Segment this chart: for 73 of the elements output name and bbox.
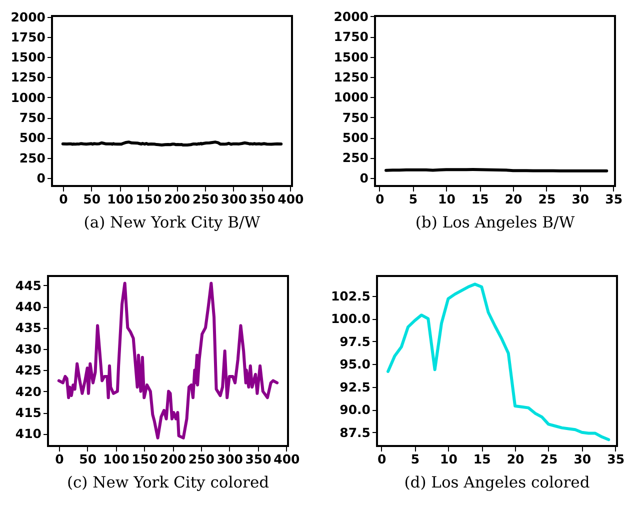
y-tick-label: 500 — [18, 130, 46, 146]
line-series — [56, 282, 278, 440]
x-tick-label: 150 — [131, 452, 158, 466]
x-tick-label: 350 — [248, 192, 276, 206]
y-tick-label: 435 — [14, 320, 41, 336]
y-tick-label: 2000 — [333, 8, 368, 24]
text: (a) New York City B/W — [83, 214, 260, 232]
x-tick-label: 100 — [102, 452, 130, 466]
x-tick-label: 20 — [504, 192, 522, 206]
x-tick-label: 300 — [216, 452, 243, 466]
y-tick-label: 440 — [14, 299, 42, 314]
x-tick-label: 10 — [437, 192, 456, 206]
y-tick-label: 100.0 — [330, 311, 371, 326]
x-tick-label: 5 — [408, 192, 418, 206]
x-tick-label: 400 — [273, 452, 300, 466]
y-tick-label: 750 — [342, 110, 368, 125]
y-tick-label: 90.0 — [340, 402, 371, 418]
y-tick-label: 1250 — [10, 70, 46, 85]
x-tick-label: 30 — [571, 192, 589, 206]
y-tick-label: 415 — [14, 405, 41, 420]
y-tick-label: 87.5 — [340, 424, 370, 440]
line-series — [386, 282, 610, 442]
y-tick-label: 0 — [36, 170, 46, 186]
x-tick-label: 25 — [540, 452, 558, 466]
x-tick-label: 0 — [377, 452, 386, 466]
y-tick-label: 1750 — [333, 29, 368, 44]
x-tick-label: 35 — [604, 192, 622, 206]
y-tick-label: 1000 — [333, 90, 368, 105]
x-tick-label: 250 — [188, 452, 214, 466]
y-tick-label: 1750 — [10, 29, 46, 44]
x-tick-label: 350 — [244, 452, 272, 466]
x-tick-label: 100 — [106, 192, 134, 206]
y-tick-label: 445 — [14, 278, 41, 293]
y-tick-label: 1000 — [10, 90, 46, 105]
y-tick-label: 425 — [14, 362, 41, 378]
y-tick-label: 92.5 — [340, 379, 370, 394]
y-tick-label: 750 — [18, 110, 46, 126]
x-tick-label: 0 — [58, 192, 68, 206]
x-tick-label: 200 — [164, 192, 190, 206]
x-tick-label: 15 — [470, 192, 488, 206]
y-tick-label: 250 — [18, 150, 46, 166]
y-tick-label: 95.0 — [340, 356, 371, 372]
x-tick-label: 250 — [192, 192, 218, 206]
y-tick-label: 430 — [14, 341, 42, 356]
text: (b) Los Angeles B/W — [414, 214, 574, 232]
y-tick-label: 420 — [14, 384, 42, 399]
text: (d) Los Angeles colored — [404, 474, 590, 492]
y-tick-label: 1500 — [10, 50, 46, 65]
y-tick-label: 250 — [342, 150, 368, 166]
text: (c) New York City colored — [66, 474, 269, 492]
x-tick-label: 10 — [440, 452, 458, 466]
x-tick-label: 0 — [374, 192, 384, 206]
y-tick-label: 1500 — [333, 49, 368, 64]
x-tick-label: 400 — [277, 192, 304, 206]
y-tick-label: 102.5 — [330, 288, 370, 304]
x-tick-label: 15 — [473, 452, 491, 466]
y-tick-label: 410 — [14, 426, 42, 442]
y-tick-label: 2000 — [10, 9, 46, 24]
x-tick-label: 35 — [607, 452, 625, 466]
x-tick-label: 200 — [160, 452, 186, 466]
x-tick-label: 50 — [78, 452, 96, 466]
y-tick-label: 500 — [342, 130, 368, 146]
x-tick-label: 150 — [135, 192, 162, 206]
x-tick-label: 5 — [410, 452, 420, 466]
x-tick-label: 30 — [574, 452, 592, 466]
y-tick-label: 0 — [359, 170, 368, 186]
y-tick-label: 97.5 — [340, 334, 370, 349]
x-tick-label: 25 — [538, 192, 556, 206]
x-tick-label: 50 — [82, 192, 100, 206]
x-tick-label: 0 — [54, 452, 64, 466]
y-tick-label: 1250 — [333, 69, 368, 84]
x-tick-label: 300 — [220, 192, 247, 206]
x-tick-label: 20 — [506, 452, 525, 466]
